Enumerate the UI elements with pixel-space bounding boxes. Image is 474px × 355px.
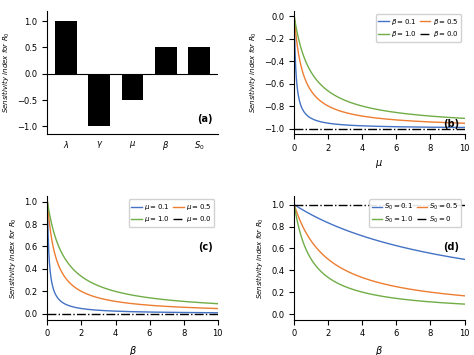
$\beta = 0.5$ xyxy=(383,117,389,121)
X-axis label: $\beta$: $\beta$ xyxy=(128,344,137,355)
X-axis label: $\mu$: $\mu$ xyxy=(375,158,383,170)
Line: $\beta = 1.0$: $\beta = 1.0$ xyxy=(294,16,465,118)
Bar xyxy=(122,74,143,100)
$\beta = 0.5$ xyxy=(393,118,399,122)
$\beta = 0.5$ xyxy=(431,120,437,124)
Line: $\beta = 0.5$: $\beta = 0.5$ xyxy=(294,16,465,123)
$\beta = 1.0$ xyxy=(292,14,297,18)
Legend: $\beta = 0.1$, $\beta = 1.0$, $\beta = 0.5$, $\beta = 0.0$: $\beta = 0.1$, $\beta = 1.0$, $\beta = 0… xyxy=(375,14,461,42)
$\beta = 0.1$ xyxy=(462,125,467,130)
Legend: $S_0 = 0.1$, $S_0 = 1.0$, $S_0 = 0.5$, $S_0 = 0$: $S_0 = 0.1$, $S_0 = 1.0$, $S_0 = 0.5$, $… xyxy=(369,200,461,228)
$\beta = 0.1$ xyxy=(372,124,378,129)
Bar xyxy=(188,48,210,74)
Text: (b): (b) xyxy=(443,119,459,129)
X-axis label: $\beta$: $\beta$ xyxy=(375,344,383,355)
$\beta = 1.0$ xyxy=(383,109,389,113)
$\beta = 0.1$ xyxy=(431,125,437,129)
$\beta = 1.0$ xyxy=(462,116,467,120)
$\beta = 0.5$ xyxy=(374,116,379,120)
$\beta = 0.5$ xyxy=(457,121,463,125)
Bar xyxy=(55,21,77,74)
$\beta = 1.0$ xyxy=(393,110,399,115)
Text: *: * xyxy=(197,39,201,48)
Y-axis label: Sensitivity index for $R_0$: Sensitivity index for $R_0$ xyxy=(8,217,19,299)
$\beta = 0.1$ xyxy=(292,14,297,18)
Legend: $\mu = 0.1$, $\mu = 1.0$, $\mu = 0.5$, $\mu = 0.0$: $\mu = 0.1$, $\mu = 1.0$, $\mu = 0.5$, $… xyxy=(128,200,214,227)
Y-axis label: Sensitivity index for $R_0$: Sensitivity index for $R_0$ xyxy=(247,32,259,113)
Bar xyxy=(89,74,110,126)
Line: $\beta = 0.1$: $\beta = 0.1$ xyxy=(294,16,465,127)
Y-axis label: Sensitivity index for $R_0$: Sensitivity index for $R_0$ xyxy=(255,217,266,299)
$\beta = 1.0$ xyxy=(457,116,463,120)
$\beta = 0.5$ xyxy=(292,14,297,18)
$\beta = 0.0$ xyxy=(309,126,314,131)
$\beta = 1.0$ xyxy=(431,114,437,119)
$\beta = 0.1$ xyxy=(374,124,379,129)
$\beta = 0.1$ xyxy=(383,124,389,129)
Text: *: * xyxy=(130,102,135,111)
Bar xyxy=(155,48,177,74)
Text: *: * xyxy=(164,39,168,48)
$\beta = 0.1$ xyxy=(457,125,463,130)
$\beta = 0.5$ xyxy=(372,116,378,120)
$\beta = 0.0$ xyxy=(292,126,297,131)
$\beta = 0.5$ xyxy=(462,121,467,125)
$\beta = 0.1$ xyxy=(393,125,399,129)
$\beta = 1.0$ xyxy=(374,107,379,111)
Text: (c): (c) xyxy=(198,241,212,252)
Text: (a): (a) xyxy=(197,114,212,124)
Text: (d): (d) xyxy=(443,241,459,252)
$\beta = 1.0$ xyxy=(372,107,378,111)
Y-axis label: Sensitivity index for $R_0$: Sensitivity index for $R_0$ xyxy=(1,32,12,113)
